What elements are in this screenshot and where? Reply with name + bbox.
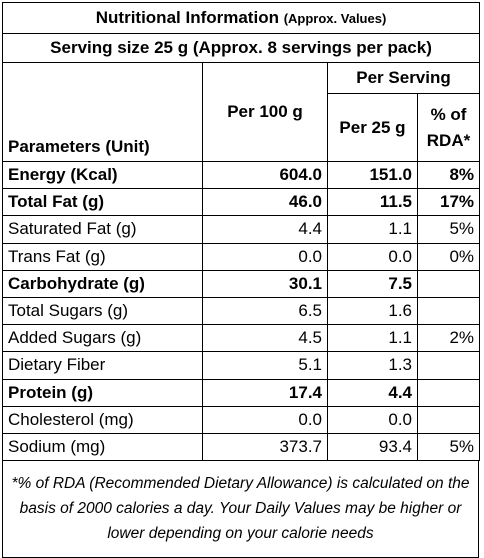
title-note: (Approx. Values) (283, 10, 387, 26)
per-25g-value: 11.5 (327, 188, 418, 217)
per-25g-value: 151.0 (327, 160, 418, 190)
per-100g-value: 6.5 (202, 296, 328, 326)
per-25g-value: 4.4 (327, 378, 418, 407)
nutrient-name: Sodium (mg) (2, 432, 203, 462)
per-25g-value: 1.3 (327, 351, 418, 380)
header-per-100g: Per 100 g (202, 62, 328, 162)
per-25g-value: 7.5 (327, 269, 418, 298)
rda-value (416, 269, 481, 298)
nutrient-name: Saturated Fat (g) (2, 215, 203, 244)
table-row: Saturated Fat (g) 4.4 1.1 5% (2, 215, 481, 244)
nutrient-name: Total Fat (g) (2, 188, 203, 217)
footnote-table: *% of RDA (Recommended Dietary Allowance… (2, 459, 479, 558)
per-25g-value: 1.6 (327, 296, 418, 326)
per-100g-value: 0.0 (202, 242, 328, 271)
nutrition-table: Nutritional Information (Approx. Values)… (1, 2, 481, 462)
nutrient-name: Dietary Fiber (2, 351, 203, 380)
per-25g-value: 1.1 (327, 324, 418, 353)
header-rda: % of RDA* (416, 93, 481, 162)
per-25g-value: 93.4 (327, 432, 418, 462)
table-row: Added Sugars (g) 4.5 1.1 2% (2, 324, 481, 353)
per-100g-value: 4.5 (202, 324, 328, 353)
header-per-serving: Per Serving (326, 61, 481, 95)
table-row: Total Fat (g) 46.0 11.5 17% (2, 188, 481, 217)
table-row: Cholesterol (mg) 0.0 0.0 (2, 405, 481, 434)
rda-value (416, 378, 481, 407)
per-25g-value: 0.0 (327, 242, 418, 271)
serving-row: Serving size 25 g (Approx. 8 servings pe… (1, 33, 481, 63)
per-100g-value: 373.7 (202, 432, 328, 462)
rda-value (416, 296, 481, 326)
rda-value: 2% (416, 324, 481, 353)
rda-value (416, 351, 481, 380)
rda-value: 8% (416, 160, 481, 190)
nutrient-name: Carbohydrate (g) (2, 269, 203, 298)
table-row: Carbohydrate (g) 30.1 7.5 (2, 269, 481, 298)
table-row: Sodium (mg) 373.7 93.4 5% (2, 432, 481, 462)
per-100g-value: 46.0 (202, 188, 328, 217)
table-row: Energy (Kcal) 604.0 151.0 8% (2, 160, 481, 190)
nutrient-name: Trans Fat (g) (2, 242, 203, 271)
rda-value: 0% (416, 242, 481, 271)
header-parameters: Parameters (Unit) (2, 62, 203, 162)
nutrient-name: Total Sugars (g) (2, 296, 203, 326)
per-100g-value: 0.0 (202, 405, 328, 434)
rda-value: 5% (416, 432, 481, 462)
rda-value: 17% (416, 188, 481, 217)
rda-value: 5% (416, 215, 481, 244)
table-title: Nutritional Information (Approx. Values) (1, 2, 481, 34)
footnote: *% of RDA (Recommended Dietary Allowance… (2, 459, 479, 558)
title-row: Nutritional Information (Approx. Values) (1, 2, 481, 34)
rda-value (416, 405, 481, 434)
per-100g-value: 4.4 (202, 215, 328, 244)
header-row-2: Per 25 g % of RDA* (3, 93, 481, 162)
header-row-1: Parameters (Unit) Per 100 g Per Serving (2, 61, 481, 162)
per-100g-value: 30.1 (202, 269, 328, 298)
table-row: Trans Fat (g) 0.0 0.0 0% (2, 242, 481, 271)
header-per-25g: Per 25 g (327, 93, 418, 162)
table-row: Protein (g) 17.4 4.4 (2, 378, 481, 407)
per-100g-value: 5.1 (202, 351, 328, 380)
title-main: Nutritional Information (95, 7, 279, 27)
per-25g-value: 1.1 (327, 215, 418, 244)
per-100g-value: 17.4 (202, 378, 328, 407)
nutrient-name: Protein (g) (2, 378, 203, 407)
per-100g-value: 604.0 (202, 160, 328, 190)
nutrient-name: Cholesterol (mg) (2, 405, 203, 434)
nutrient-name: Added Sugars (g) (2, 324, 203, 353)
footnote-row: *% of RDA (Recommended Dietary Allowance… (2, 459, 479, 558)
nutrient-name: Energy (Kcal) (2, 160, 203, 190)
table-row: Dietary Fiber 5.1 1.3 (2, 351, 481, 380)
table-row: Total Sugars (g) 6.5 1.6 (2, 296, 481, 326)
per-25g-value: 0.0 (327, 405, 418, 434)
serving-size-line: Serving size 25 g (Approx. 8 servings pe… (1, 33, 481, 63)
